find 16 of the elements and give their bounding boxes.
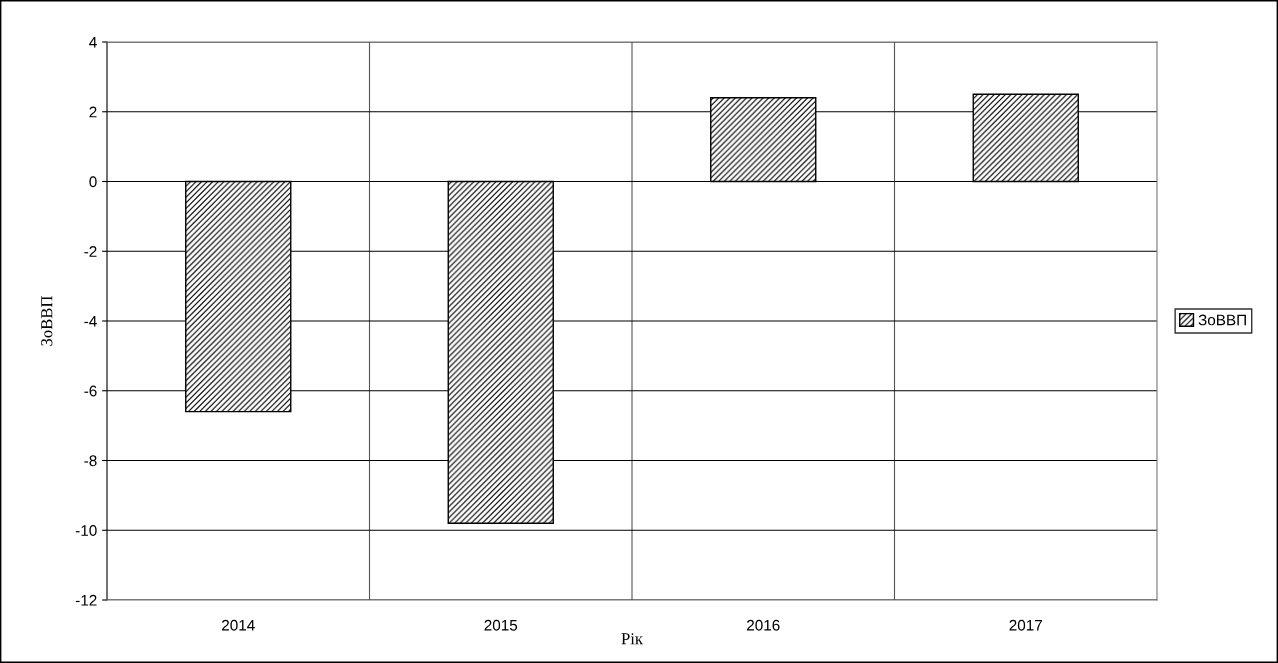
x-tick-label: 2015 — [484, 619, 518, 631]
y-tick-label: -8 — [84, 455, 97, 467]
y-tick-label: -6 — [84, 385, 97, 397]
y-tick-label: -10 — [75, 525, 97, 536]
y-tick-label: -12 — [75, 594, 97, 606]
y-tick-label: -4 — [84, 316, 97, 327]
y-tick-label: 0 — [89, 176, 97, 188]
y-tick-label: 2 — [89, 106, 97, 118]
y-tick-label: 4 — [89, 37, 97, 48]
x-tick-label: 2014 — [222, 619, 255, 631]
y-tick-label: -2 — [84, 246, 97, 257]
x-tick-label: 2017 — [1009, 619, 1042, 631]
x-axis-title: Рік — [621, 633, 644, 645]
x-tick-label: 2016 — [747, 619, 780, 631]
legend-label: ЗоВВП — [1198, 314, 1246, 326]
y-axis-title: ЗоВВП — [41, 296, 53, 346]
